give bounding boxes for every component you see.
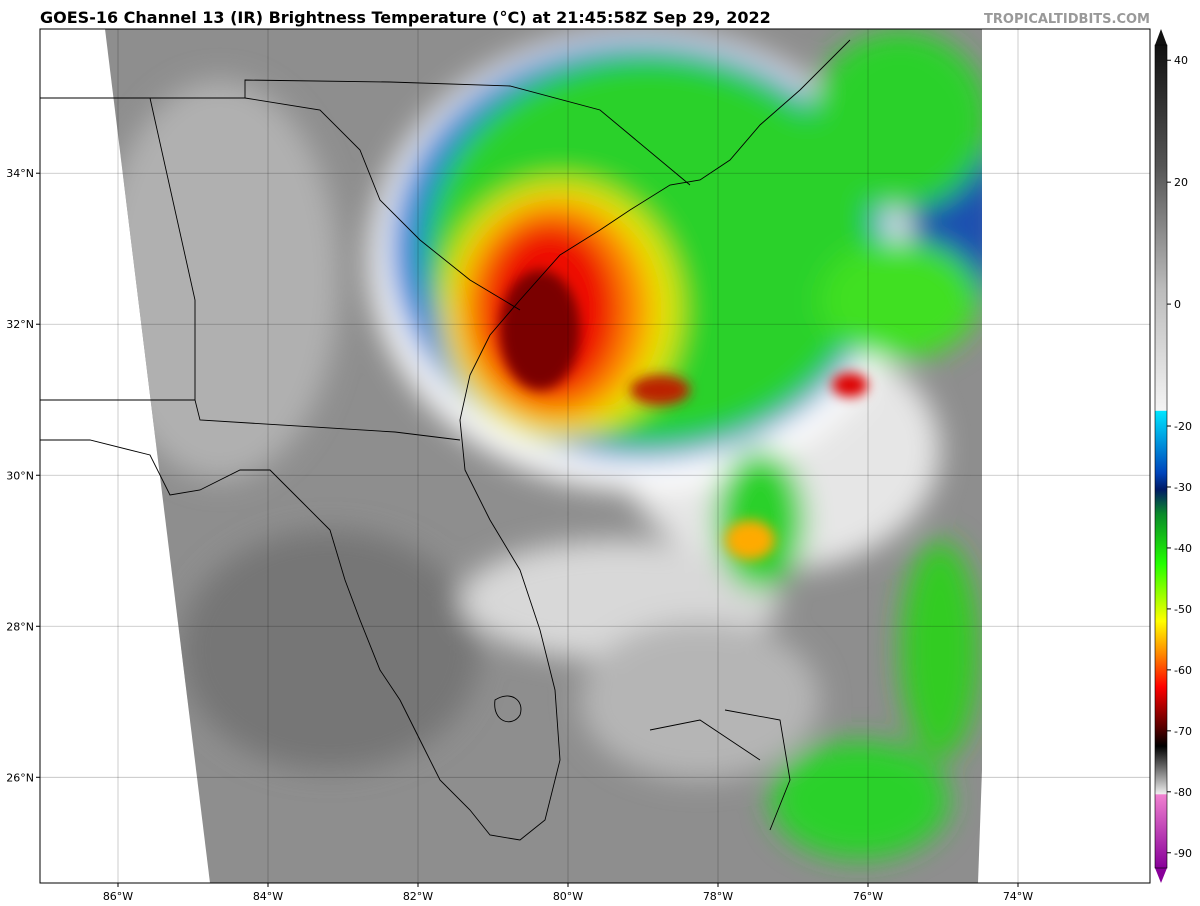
colorbar	[1154, 29, 1168, 883]
colorbar-tick-label: -30	[1174, 481, 1192, 494]
colorbar-tick-label: -70	[1174, 725, 1192, 738]
lat-tick-label: 26°N	[6, 771, 34, 784]
colorbar-tick-label: 20	[1174, 176, 1188, 189]
colorbar-tick-label: 0	[1174, 298, 1181, 311]
lon-tick-label: 78°W	[703, 890, 733, 903]
lon-tick-label: 82°W	[403, 890, 433, 903]
map-frame	[39, 28, 1151, 884]
title: GOES-16 Channel 13 (IR) Brightness Tempe…	[40, 8, 771, 27]
lat-tick-label: 30°N	[6, 469, 34, 482]
colorbar-tick-label: -40	[1174, 542, 1192, 555]
lat-tick-label: 28°N	[6, 620, 34, 633]
graticule	[40, 29, 1150, 883]
lat-tick-label: 32°N	[6, 318, 34, 331]
colorbar-tick-label: 40	[1174, 54, 1188, 67]
watermark: TROPICALTIDBITS.COM	[984, 12, 1150, 27]
lon-tick-label: 86°W	[103, 890, 133, 903]
lon-tick-label: 84°W	[253, 890, 283, 903]
colorbar-tick-label: -80	[1174, 786, 1192, 799]
satellite-image	[40, 29, 1150, 883]
colorbar-tick-label: -50	[1174, 603, 1192, 616]
lon-tick-label: 76°W	[853, 890, 883, 903]
coastlines	[40, 39, 851, 841]
lon-tick-label: 80°W	[553, 890, 583, 903]
lat-tick-label: 34°N	[6, 167, 34, 180]
colorbar-tick-label: -60	[1174, 664, 1192, 677]
colorbar-tick-label: -20	[1174, 420, 1192, 433]
colorbar-tick-label: -90	[1174, 847, 1192, 860]
lon-tick-label: 74°W	[1003, 890, 1033, 903]
